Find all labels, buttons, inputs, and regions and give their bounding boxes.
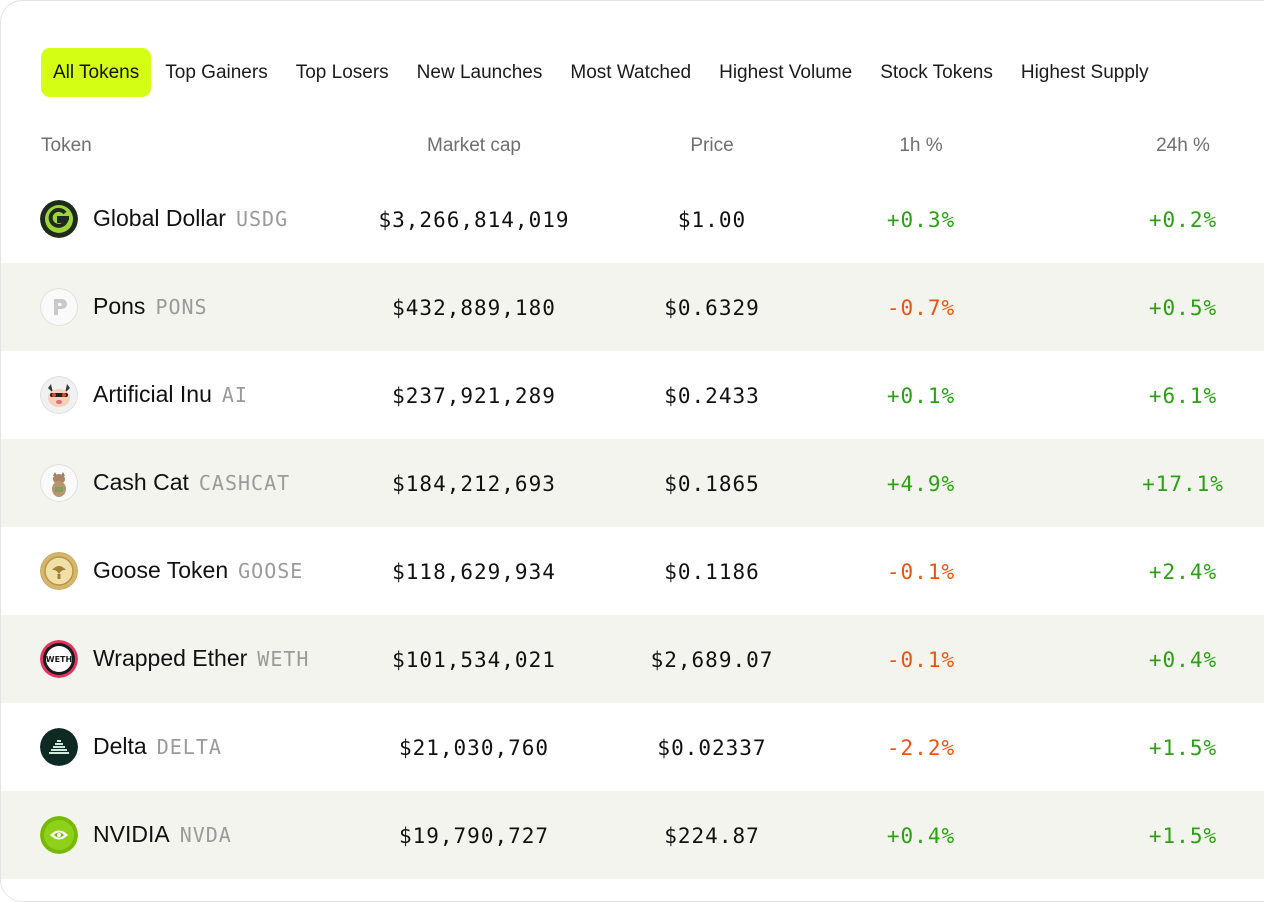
tab-highest-supply[interactable]: Highest Supply — [1020, 62, 1149, 83]
token-name: Wrapped Ether WETH — [93, 645, 310, 671]
token-name: Pons PONS — [93, 293, 208, 319]
weth-logo-text: WETH — [46, 655, 72, 664]
table-row[interactable]: NVIDIA NVDA $19,790,727 $224.87 +0.4% +1.… — [1, 791, 1264, 879]
token-name: Delta DELTA — [93, 733, 222, 759]
price-value: $2,689.07 — [650, 648, 774, 672]
change-1h: +0.1% — [886, 384, 956, 408]
tab-top-losers[interactable]: Top Losers — [295, 62, 389, 83]
token-symbol: NVDA — [179, 823, 232, 847]
token-symbol: WETH — [257, 647, 310, 671]
price-value: $1.00 — [677, 208, 747, 232]
market-cap-value: $3,266,814,019 — [378, 208, 570, 232]
filter-tabs: All Tokens Top Gainers Top Losers New La… — [41, 48, 1163, 97]
market-cap-value: $432,889,180 — [392, 296, 556, 320]
market-cap-value: $101,534,021 — [392, 648, 556, 672]
market-cap-value: $184,212,693 — [392, 472, 556, 496]
price-value: $0.1865 — [664, 472, 760, 496]
change-1h: +0.4% — [886, 824, 956, 848]
token-name: Global Dollar USDG — [93, 205, 289, 231]
table-row[interactable]: Goose Token GOOSE $118,629,934 $0.1186 -0… — [1, 527, 1264, 615]
price-value: $0.1186 — [664, 560, 760, 584]
market-cap-value: $21,030,760 — [398, 736, 550, 760]
token-name: Cash Cat CASHCAT — [93, 469, 291, 495]
token-list: Global Dollar USDG $3,266,814,019 $1.00 +… — [1, 175, 1264, 879]
tab-all-tokens[interactable]: All Tokens — [41, 48, 152, 97]
market-cap-value: $118,629,934 — [392, 560, 556, 584]
table-row[interactable]: Cash Cat CASHCAT $184,212,693 $0.1865 +4.… — [1, 439, 1264, 527]
tab-most-watched[interactable]: Most Watched — [570, 62, 692, 83]
change-24h: +0.4% — [1148, 648, 1218, 672]
change-24h: +17.1% — [1142, 472, 1224, 496]
table-row[interactable]: Pons PONS $432,889,180 $0.6329 -0.7% +0.5… — [1, 263, 1264, 351]
change-24h: +1.5% — [1148, 736, 1218, 760]
token-symbol: DELTA — [156, 735, 222, 759]
change-24h: +1.5% — [1148, 824, 1218, 848]
change-1h: +4.9% — [886, 472, 956, 496]
price-value: $0.6329 — [664, 296, 760, 320]
token-symbol: GOOSE — [238, 559, 304, 583]
nvidia-logo-icon — [40, 816, 78, 854]
token-name: Artificial Inu AI — [93, 381, 248, 407]
goose-token-logo-icon — [40, 552, 78, 590]
tab-top-gainers[interactable]: Top Gainers — [165, 62, 268, 83]
column-header-24h[interactable]: 24h % — [1156, 135, 1210, 156]
tab-stock-tokens[interactable]: Stock Tokens — [880, 62, 993, 83]
delta-logo-icon — [40, 728, 78, 766]
market-cap-value: $237,921,289 — [392, 384, 556, 408]
price-value: $0.2433 — [664, 384, 760, 408]
change-1h: -2.2% — [886, 736, 956, 760]
token-name: Goose Token GOOSE — [93, 557, 304, 583]
weth-logo-icon: WETH — [40, 640, 78, 678]
change-1h: -0.1% — [886, 560, 956, 584]
column-header-price[interactable]: Price — [690, 135, 734, 156]
change-24h: +2.4% — [1148, 560, 1218, 584]
change-1h: -0.1% — [886, 648, 956, 672]
table-row[interactable]: WETH Wrapped Ether WETH $101,534,021 $2,6… — [1, 615, 1264, 703]
tab-new-launches[interactable]: New Launches — [416, 62, 543, 83]
table-header: Token Market cap Price 1h % 24h % — [1, 132, 1264, 160]
column-header-1h[interactable]: 1h % — [899, 135, 943, 156]
price-value: $224.87 — [664, 824, 760, 848]
change-1h: -0.7% — [886, 296, 956, 320]
table-row[interactable]: Global Dollar USDG $3,266,814,019 $1.00 +… — [1, 175, 1264, 263]
table-row[interactable]: Artificial Inu AI $237,921,289 $0.2433 +0… — [1, 351, 1264, 439]
token-symbol: CASHCAT — [198, 471, 291, 495]
pons-logo-icon — [40, 288, 78, 326]
cash-cat-logo-icon — [40, 464, 78, 502]
change-24h: +0.5% — [1148, 296, 1218, 320]
token-symbol: PONS — [155, 295, 208, 319]
column-header-market-cap[interactable]: Market cap — [427, 135, 521, 156]
token-symbol: USDG — [235, 207, 289, 231]
market-cap-value: $19,790,727 — [398, 824, 550, 848]
artificial-inu-logo-icon — [40, 376, 78, 414]
change-24h: +6.1% — [1148, 384, 1218, 408]
token-symbol: AI — [221, 383, 248, 407]
token-name: NVIDIA NVDA — [93, 821, 232, 847]
price-value: $0.02337 — [657, 736, 767, 760]
change-1h: +0.3% — [886, 208, 956, 232]
change-24h: +0.2% — [1148, 208, 1218, 232]
column-header-token[interactable]: Token — [41, 135, 92, 156]
global-dollar-logo-icon — [40, 200, 78, 238]
table-row[interactable]: Delta DELTA $21,030,760 $0.02337 -2.2% +1… — [1, 703, 1264, 791]
tab-highest-volume[interactable]: Highest Volume — [719, 62, 853, 83]
